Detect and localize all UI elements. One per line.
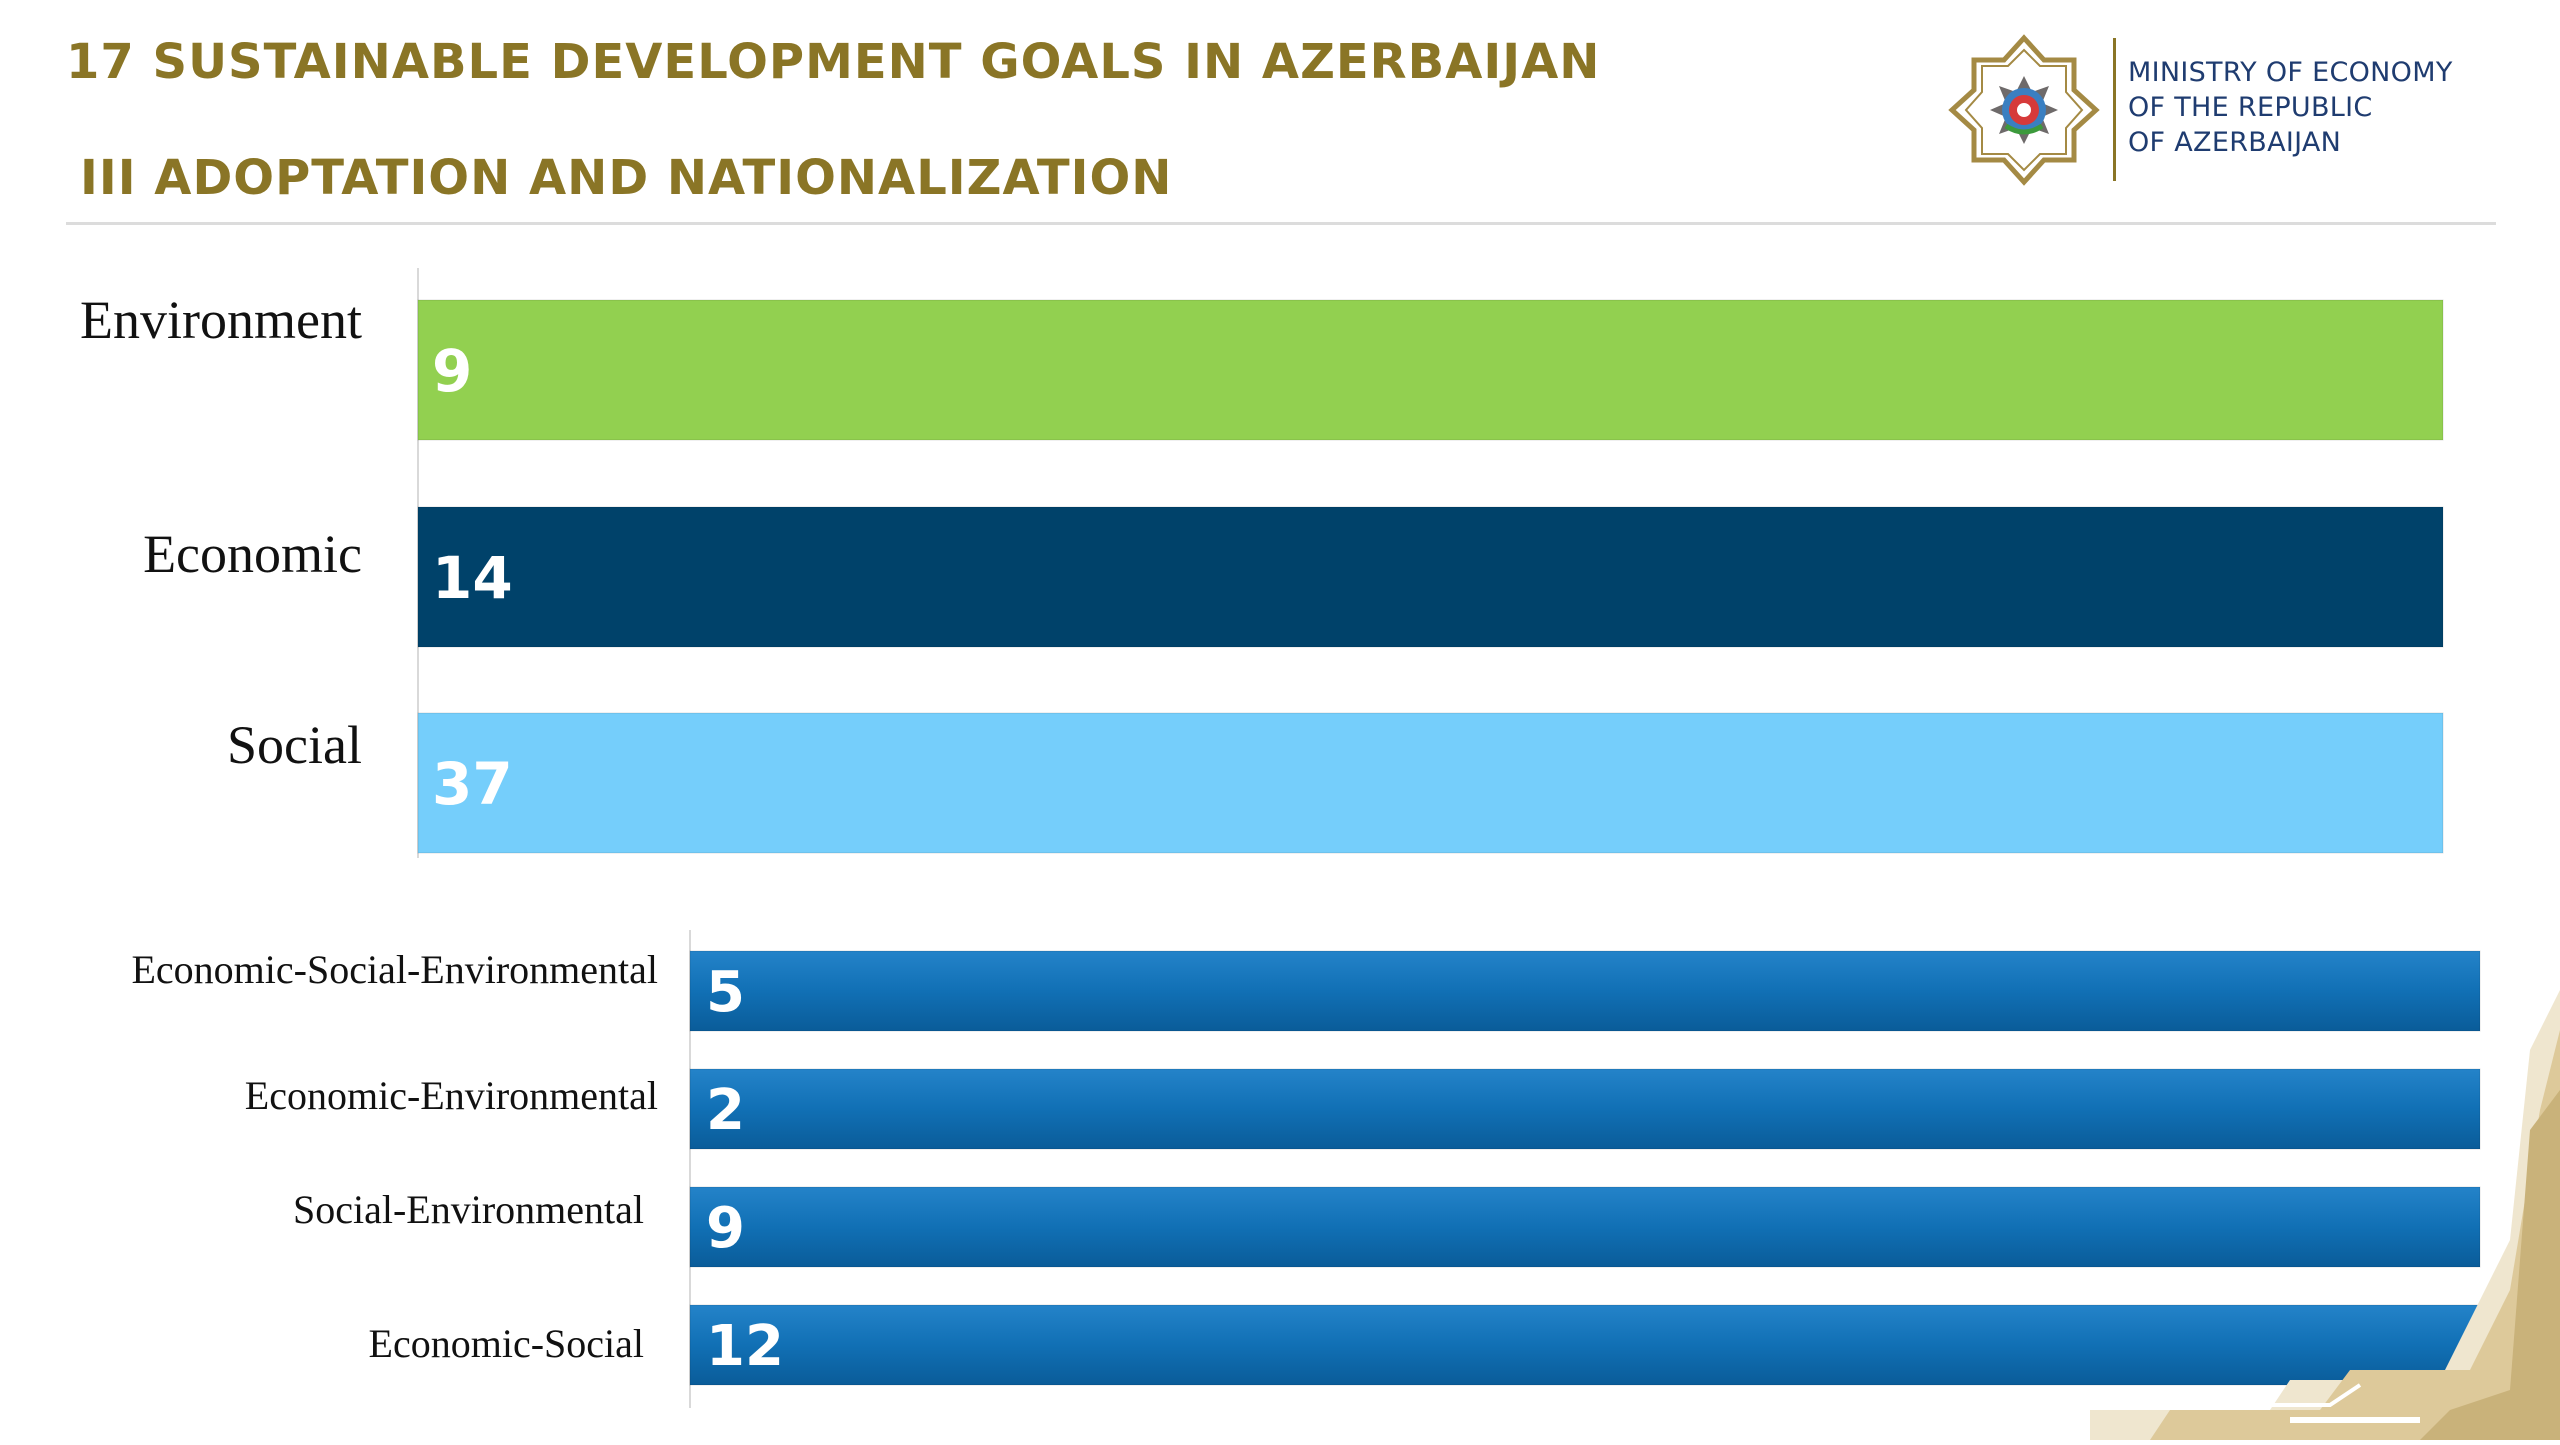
bar-value-label: 2 bbox=[706, 1078, 745, 1143]
data-bar bbox=[689, 1068, 2481, 1150]
bar-value-label: 37 bbox=[432, 750, 513, 818]
data-bar bbox=[417, 712, 2444, 854]
slide-subtitle: III ADOPTATION AND NATIONALIZATION bbox=[80, 150, 1173, 206]
category-label: Social bbox=[227, 715, 362, 775]
category-label: Economic-Social bbox=[369, 1321, 644, 1366]
data-bar bbox=[417, 299, 2444, 441]
decorative-corner-pattern bbox=[2090, 990, 2560, 1440]
ministry-name-line-3: OF AZERBAIJAN bbox=[2128, 127, 2342, 158]
data-bar bbox=[689, 1304, 2481, 1386]
state-emblem-icon bbox=[1948, 34, 2100, 186]
data-bar bbox=[689, 950, 2481, 1032]
bar-value-label: 5 bbox=[706, 960, 745, 1025]
category-label: Economic-Social-Environmental bbox=[131, 947, 658, 992]
data-bar bbox=[417, 506, 2444, 648]
header-divider bbox=[66, 222, 2496, 225]
category-label: Economic-Environmental bbox=[245, 1073, 658, 1118]
slide-title: 17 SUSTAINABLE DEVELOPMENT GOALS IN AZER… bbox=[66, 34, 1601, 90]
bar-value-label: 12 bbox=[706, 1314, 784, 1379]
bar-value-label: 9 bbox=[706, 1196, 745, 1261]
ministry-logo-text: MINISTRY OF ECONOMY OF THE REPUBLIC OF A… bbox=[2128, 55, 2453, 160]
bar-value-label: 9 bbox=[432, 337, 472, 405]
category-label: Environment bbox=[80, 290, 362, 350]
bar-value-label: 14 bbox=[432, 544, 513, 612]
data-bar bbox=[689, 1186, 2481, 1268]
category-label: Economic bbox=[143, 524, 362, 584]
category-label: Social-Environmental bbox=[293, 1187, 644, 1232]
logo-divider bbox=[2113, 38, 2116, 181]
ministry-name-line-2: OF THE REPUBLIC bbox=[2128, 92, 2373, 123]
ministry-name-line-1: MINISTRY OF ECONOMY bbox=[2128, 57, 2453, 88]
